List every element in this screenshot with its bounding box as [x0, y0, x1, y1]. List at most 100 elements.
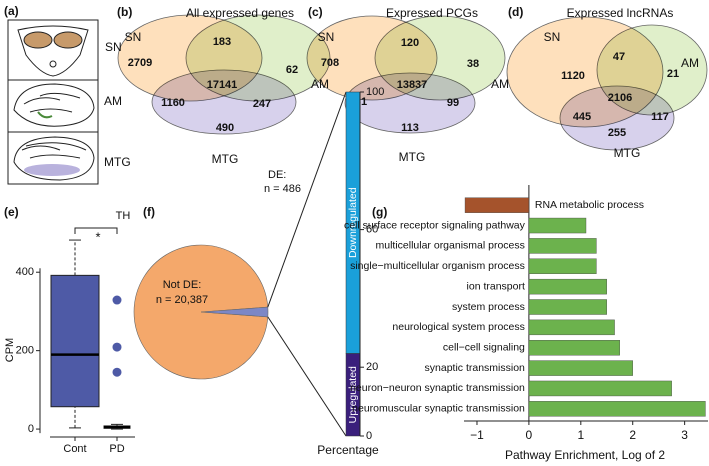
axis-label: Pathway Enrichment, Log of 2 [505, 448, 665, 462]
bar [528, 217, 587, 234]
region-count: 38 [467, 58, 479, 70]
box [50, 274, 100, 408]
y-axis-label: CPM [4, 338, 16, 362]
bar [528, 340, 620, 356]
annotation: * [95, 229, 100, 244]
region-count: 21 [667, 68, 679, 80]
venn-title: Expressed lncRNAs [567, 6, 674, 20]
region-count: 2106 [608, 92, 632, 104]
y-tick-label: 0 [28, 423, 34, 435]
region-count: 120 [401, 37, 419, 49]
significance-bracket [74, 227, 118, 234]
region-count: 113 [401, 122, 419, 134]
y-tick-label: 60 [366, 224, 378, 236]
pie-slice [133, 244, 269, 380]
bar [464, 197, 530, 213]
panel-label: (c) [308, 5, 323, 19]
category-label: multicellular organismal process [376, 240, 525, 252]
region-count: 62 [286, 64, 298, 76]
set-label: MTG [212, 152, 239, 166]
region-count: 445 [573, 111, 591, 123]
region-count: 183 [213, 36, 231, 48]
panel-label: (a) [4, 4, 19, 18]
category-label: system process [452, 301, 525, 313]
set-label: MTG [399, 150, 426, 164]
category-label: neuron−neuron synaptic transmission [350, 382, 525, 394]
region-label: MTG [104, 155, 131, 169]
region-count: 490 [216, 122, 234, 134]
venn-set [559, 85, 675, 151]
panel-label: (f) [143, 205, 155, 219]
category-label: cell surface receptor signaling pathway [344, 219, 526, 231]
region-label: SN [105, 40, 122, 54]
slice-label: Not DE: [163, 279, 202, 291]
category-label: neurological system process [392, 321, 524, 333]
bar [528, 319, 615, 336]
axis-label: Percentage [317, 443, 379, 457]
region-count: 1160 [161, 97, 185, 109]
panel-label: (g) [372, 205, 387, 219]
panel-label: (d) [508, 5, 523, 19]
venn-set [344, 72, 476, 134]
category-label: RNA metabolic process [535, 199, 644, 211]
x-tick-label: 3 [681, 428, 688, 442]
region-count: 47 [613, 51, 625, 63]
region-count: 255 [608, 127, 626, 139]
bar [528, 238, 597, 254]
category-label: ion transport [467, 280, 525, 292]
region-count: 2709 [128, 57, 152, 69]
outlier [112, 342, 122, 352]
x-tick-label: 2 [629, 428, 636, 442]
outlier [112, 367, 122, 377]
connector [267, 316, 347, 437]
region-count: 117 [651, 111, 669, 123]
y-tick-label: 400 [16, 266, 34, 278]
y-tick-label: 200 [16, 345, 34, 357]
category-label: cell−cell signaling [443, 342, 525, 354]
bar [528, 299, 607, 315]
bar [528, 401, 706, 417]
set-label: AM [491, 77, 509, 91]
set-label: MTG [614, 146, 641, 160]
region-count: 13837 [397, 79, 428, 91]
category-label: synaptic transmission [425, 362, 526, 374]
x-tick-label: 0 [526, 428, 533, 442]
venn-set [151, 69, 297, 135]
slice-value: n = 20,387 [156, 294, 208, 306]
segment-label: Upregulated [347, 366, 359, 423]
y-tick-label: 100 [366, 86, 384, 98]
slice-value: n = 486 [264, 183, 301, 195]
category-label: neuromuscular synaptic transmission [352, 403, 525, 415]
panel-label: (b) [117, 5, 132, 19]
set-label: SN [544, 30, 561, 44]
x-tick-label: PD [109, 443, 124, 455]
region-count: 247 [253, 98, 271, 110]
region-count: 708 [321, 57, 339, 69]
panel-label: (e) [4, 205, 19, 219]
pie-slice [200, 306, 269, 318]
outlier [112, 295, 122, 305]
y-tick-label: 0 [366, 430, 372, 442]
y-tick-label: 20 [366, 361, 378, 373]
region-count: 17141 [207, 79, 238, 91]
x-tick-label: Cont [63, 443, 86, 455]
set-label: SN [125, 30, 142, 44]
region-label: AM [104, 94, 122, 108]
x-tick-label: −1 [470, 428, 484, 442]
annotation: TH [116, 210, 131, 222]
segment-label: Downregulated [347, 187, 359, 258]
set-label: SN [318, 30, 335, 44]
set-label: AM [681, 56, 699, 70]
region-count: 99 [447, 97, 459, 109]
bar [528, 258, 597, 274]
bar [528, 278, 607, 295]
brain-illustrations [7, 19, 99, 185]
category-label: single−multicellular organism process [350, 260, 525, 272]
x-tick-label: 1 [577, 428, 584, 442]
connector [267, 91, 347, 308]
bar [528, 380, 672, 397]
region-count: 1120 [561, 70, 585, 82]
bar [528, 360, 633, 376]
